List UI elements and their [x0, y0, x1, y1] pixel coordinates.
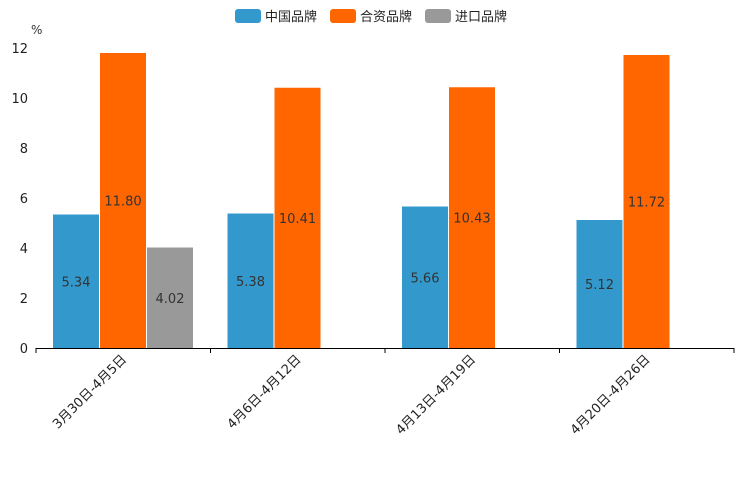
bar-value-label: 10.43 — [453, 212, 490, 227]
bar-1-3[interactable] — [623, 55, 670, 348]
bar-0-2[interactable] — [402, 206, 448, 349]
legend-label-0[interactable]: 中国品牌 — [265, 9, 317, 25]
bar-2-0[interactable] — [147, 247, 193, 349]
legend[interactable]: 中国品牌 合资品牌 进口品牌 — [235, 9, 507, 25]
x-tick-label: 4月13日-4月19日 — [393, 352, 479, 438]
bar-1-1[interactable] — [274, 87, 321, 348]
bar-value-label: 5.38 — [236, 275, 265, 290]
legend-label-2[interactable]: 进口品牌 — [455, 9, 507, 25]
x-tick-label: 4月20日-4月26日 — [568, 352, 654, 438]
bar-1-0[interactable] — [100, 53, 146, 348]
y-tick-label: 2 — [20, 292, 28, 307]
legend-swatch-0[interactable] — [235, 9, 261, 23]
y-axis: 0 2 4 6 8 10 12 — [11, 42, 28, 357]
bar-0-3[interactable] — [576, 220, 623, 348]
bar-value-label: 11.80 — [104, 195, 141, 210]
y-tick-label: 8 — [20, 142, 28, 157]
bar-value-label: 5.66 — [411, 271, 440, 286]
bars: 5.34 11.80 4.02 5.38 10.41 5.66 10.43 5.12 11.72 — [53, 53, 670, 348]
bar-1-2[interactable] — [449, 87, 495, 348]
bar-0-0[interactable] — [53, 214, 99, 349]
bar-value-label: 10.41 — [279, 212, 316, 227]
x-tick-label: 4月6日-4月12日 — [225, 352, 305, 432]
y-tick-label: 10 — [11, 92, 28, 107]
legend-label-1[interactable]: 合资品牌 — [360, 9, 412, 25]
y-tick-label: 4 — [20, 242, 28, 257]
y-tick-label: 0 — [20, 342, 28, 357]
y-tick-label: 12 — [11, 42, 28, 57]
bar-value-label: 5.34 — [62, 275, 91, 290]
legend-swatch-1[interactable] — [330, 9, 356, 23]
bar-value-label: 11.72 — [628, 196, 665, 211]
bar-0-1[interactable] — [227, 213, 274, 349]
bar-value-label: 4.02 — [156, 292, 185, 307]
x-axis: 3月30日-4月5日 4月6日-4月12日 4月13日-4月19日 4月20日-4月2… — [35, 348, 735, 438]
y-axis-unit-label: % — [31, 23, 42, 37]
x-tick-label: 3月30日-4月5日 — [50, 352, 130, 432]
legend-swatch-2[interactable] — [425, 9, 451, 23]
y-tick-label: 6 — [20, 192, 28, 207]
bar-value-label: 5.12 — [585, 278, 614, 293]
